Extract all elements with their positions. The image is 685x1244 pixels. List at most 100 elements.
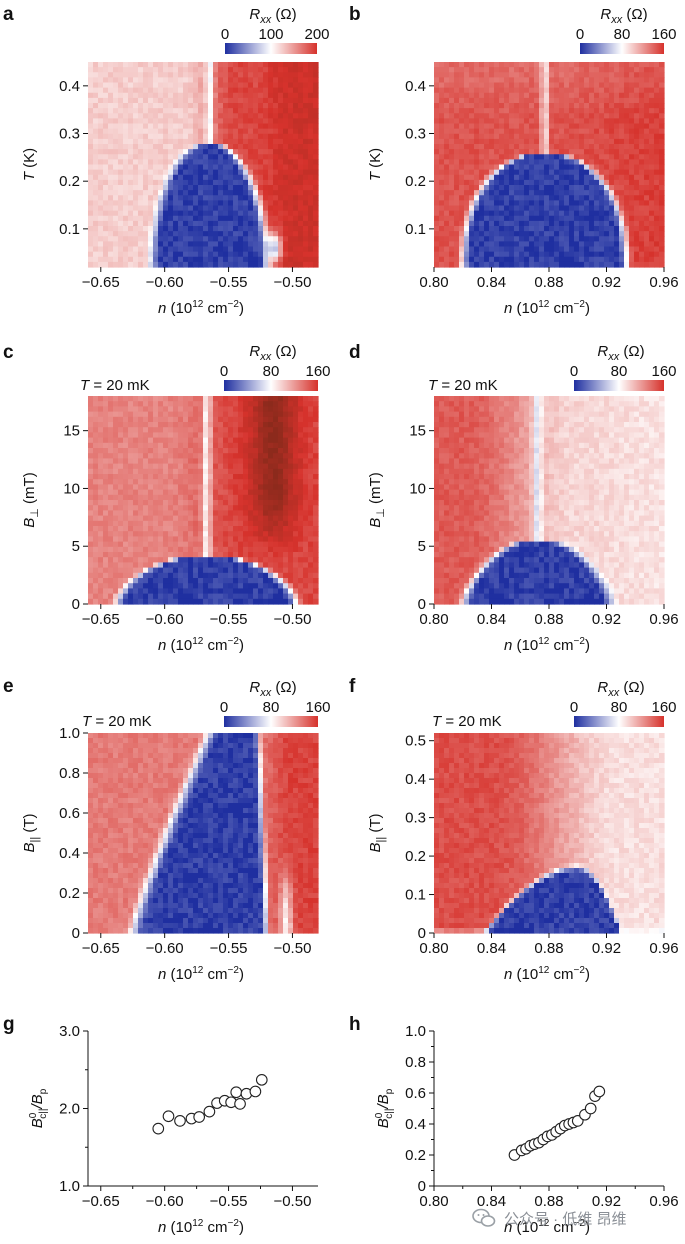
heatmap-cell [203, 541, 209, 548]
heatmap-cell [494, 226, 500, 232]
heatmap-cell [534, 87, 540, 94]
heatmap-cell [579, 92, 585, 99]
heatmap-cell [614, 241, 620, 248]
heatmap-cell [549, 97, 555, 104]
heatmap-cell [499, 200, 505, 207]
heatmap-cell [173, 123, 179, 130]
heatmap-cell [539, 205, 545, 212]
heatmap-cell [203, 505, 209, 511]
heatmap-cell [208, 526, 214, 532]
heatmap-cell [133, 220, 139, 227]
heatmap-cell [148, 200, 154, 207]
heatmap-cell [303, 195, 309, 201]
heatmap-cell [153, 113, 159, 119]
heatmap-cell [228, 241, 234, 248]
heatmap-cell [569, 128, 575, 135]
heatmap-cell [173, 458, 179, 465]
heatmap-cell [163, 500, 169, 506]
heatmap-cell [479, 185, 485, 191]
heatmap-cell [188, 179, 194, 186]
heatmap-cell [434, 215, 440, 222]
heatmap-cell [514, 67, 520, 73]
heatmap-cell [579, 108, 585, 114]
heatmap-cell [258, 133, 264, 140]
heatmap-cell [238, 164, 244, 171]
heatmap-cell [128, 154, 134, 160]
heatmap-cell [163, 87, 169, 94]
heatmap-cell [599, 179, 605, 186]
heatmap-cell [188, 62, 194, 68]
heatmap-cell [208, 113, 214, 119]
heatmap-cell [293, 246, 299, 253]
heatmap-cell [158, 179, 164, 186]
heatmap-cell [203, 251, 209, 258]
heatmap-cell [153, 97, 159, 104]
heatmap-cell [238, 578, 244, 584]
heatmap-cell [288, 220, 294, 227]
heatmap-cell [158, 128, 164, 135]
heatmap-cell [103, 220, 109, 227]
heatmap-cell [554, 210, 560, 217]
heatmap-cell [479, 200, 485, 207]
heatmap-cell [283, 77, 289, 84]
heatmap-cell [449, 179, 455, 186]
heatmap-cell [233, 567, 239, 574]
heatmap-cell [223, 396, 229, 402]
heatmap-cell [629, 133, 635, 140]
heatmap-cell [534, 241, 540, 248]
heatmap-cell [609, 72, 615, 78]
heatmap-cell [218, 448, 224, 454]
heatmap-cell [579, 113, 585, 119]
heatmap-cell [469, 118, 475, 125]
heatmap-cell [208, 215, 214, 222]
heatmap-cell [158, 567, 164, 574]
heatmap-cell [168, 164, 174, 171]
heatmap-cell [108, 505, 114, 511]
heatmap-cell [118, 185, 124, 191]
heatmap-cell [118, 226, 124, 232]
heatmap-cell [148, 149, 154, 155]
heatmap-cell [514, 215, 520, 222]
heatmap-cell [499, 113, 505, 119]
heatmap-cell [489, 103, 495, 109]
heatmap-cell [484, 113, 490, 119]
heatmap-cell [624, 200, 630, 207]
heatmap-cell [278, 144, 284, 150]
heatmap-cell [263, 226, 269, 232]
heatmap-cell [308, 159, 314, 166]
heatmap-cell [303, 159, 309, 166]
heatmap-cell [308, 164, 314, 171]
heatmap-cell [529, 133, 535, 140]
heatmap-cell [188, 169, 194, 176]
heatmap-cell [193, 226, 199, 232]
heatmap-cell [519, 261, 525, 268]
heatmap-cell [534, 169, 540, 176]
heatmap-cell [303, 215, 309, 222]
heatmap-cell [228, 77, 234, 84]
heatmap-cell [434, 190, 440, 196]
heatmap-cell [308, 179, 314, 186]
heatmap-cell [103, 598, 109, 605]
heatmap-cell [248, 108, 254, 114]
heatmap-cell [263, 195, 269, 201]
heatmap-cell [529, 159, 535, 166]
heatmap-cell [88, 442, 94, 449]
heatmap-cell [203, 185, 209, 191]
heatmap-cell [268, 231, 274, 237]
heatmap-cell [544, 251, 550, 258]
heatmap-cell [489, 200, 495, 207]
heatmap-cell [208, 144, 214, 150]
heatmap-cell [93, 526, 99, 532]
heatmap-cell [529, 149, 535, 155]
heatmap-cell [143, 236, 149, 242]
heatmap-cell [233, 215, 239, 222]
heatmap-cell [108, 133, 114, 140]
heatmap-cell [469, 77, 475, 84]
heatmap-cell [564, 103, 570, 109]
heatmap-cell [148, 526, 154, 532]
heatmap-cell [248, 241, 254, 248]
heatmap-cell [273, 149, 279, 155]
heatmap-cell [118, 92, 124, 99]
heatmap-cell [248, 128, 254, 135]
heatmap-cell [198, 546, 204, 553]
